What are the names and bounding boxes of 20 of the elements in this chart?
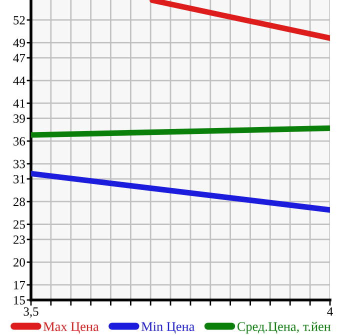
y-tick-label: 39	[14, 114, 25, 123]
y-tick-label: 31	[14, 174, 25, 184]
y-tick-label: 44	[13, 76, 26, 85]
legend-label: Min Цена	[141, 322, 195, 334]
y-tick-label: 15	[14, 296, 25, 304]
legend-label: Max Цена	[43, 322, 99, 334]
y-tick-label: 49	[13, 38, 25, 48]
x-tick-label: 4	[327, 307, 333, 316]
y-tick-label: 36	[14, 137, 26, 146]
y-tick-label: 47	[13, 54, 26, 62]
y-tick-label: 25	[13, 220, 25, 229]
y-tick-label: 28	[13, 198, 25, 206]
legend-label: Сред.Цена, т.йен	[237, 322, 331, 334]
y-tick-label: 52	[14, 16, 25, 24]
x-tick-label: 3,5	[24, 307, 38, 318]
y-tick-label: 17	[14, 280, 26, 290]
y-tick-label: 41	[13, 99, 25, 108]
y-tick-label: 23	[13, 236, 25, 244]
y-tick-label: 20	[13, 258, 25, 267]
y-tick-label: 33	[14, 160, 25, 168]
